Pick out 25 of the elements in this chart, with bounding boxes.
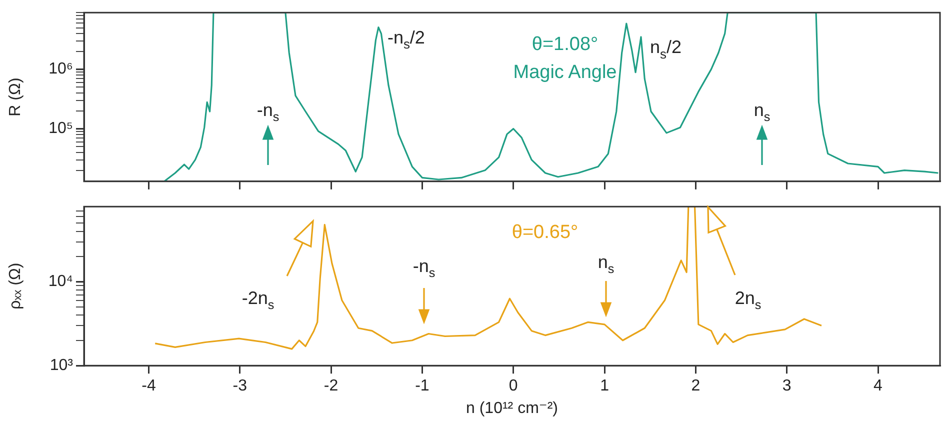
annotation: 2n$_{s}$ [734, 288, 762, 312]
x-tick-label: -2 [324, 378, 338, 395]
x-tick-label: 0 [508, 378, 518, 395]
annotation: -n$_{s}$ [256, 100, 280, 124]
y-axis-title: ρₓₓ (Ω) [7, 262, 24, 310]
annotation: -n$_{s}$ [412, 256, 436, 280]
x-tick-label: 3 [782, 378, 792, 395]
y-axis-title: R (Ω) [7, 78, 24, 116]
y-tick-label: 10⁶ [48, 60, 73, 78]
x-tick-label: 1 [600, 378, 610, 395]
annotation: θ=1.08° [532, 34, 598, 56]
annotation: n$_{s}$ [598, 252, 614, 276]
annotation: -2n$_{s}$ [242, 288, 274, 312]
x-tick-label: 2 [691, 378, 700, 395]
x-tick-label: -3 [232, 378, 248, 395]
y-tick-label: 10⁵ [48, 120, 73, 138]
annotation: θ=0.65° [512, 222, 578, 244]
x-tick-label: 4 [874, 378, 883, 395]
x-tick-label: -4 [142, 378, 156, 395]
x-axis-title: n (10¹² cm⁻²) [466, 400, 558, 417]
y-tick-label: 10⁴ [48, 273, 74, 290]
annotation: n$_{s}$ [754, 100, 770, 124]
x-tick-label: -1 [415, 378, 430, 395]
y-tick-label: 10³ [50, 357, 74, 374]
annotation: Magic Angle [513, 62, 617, 84]
